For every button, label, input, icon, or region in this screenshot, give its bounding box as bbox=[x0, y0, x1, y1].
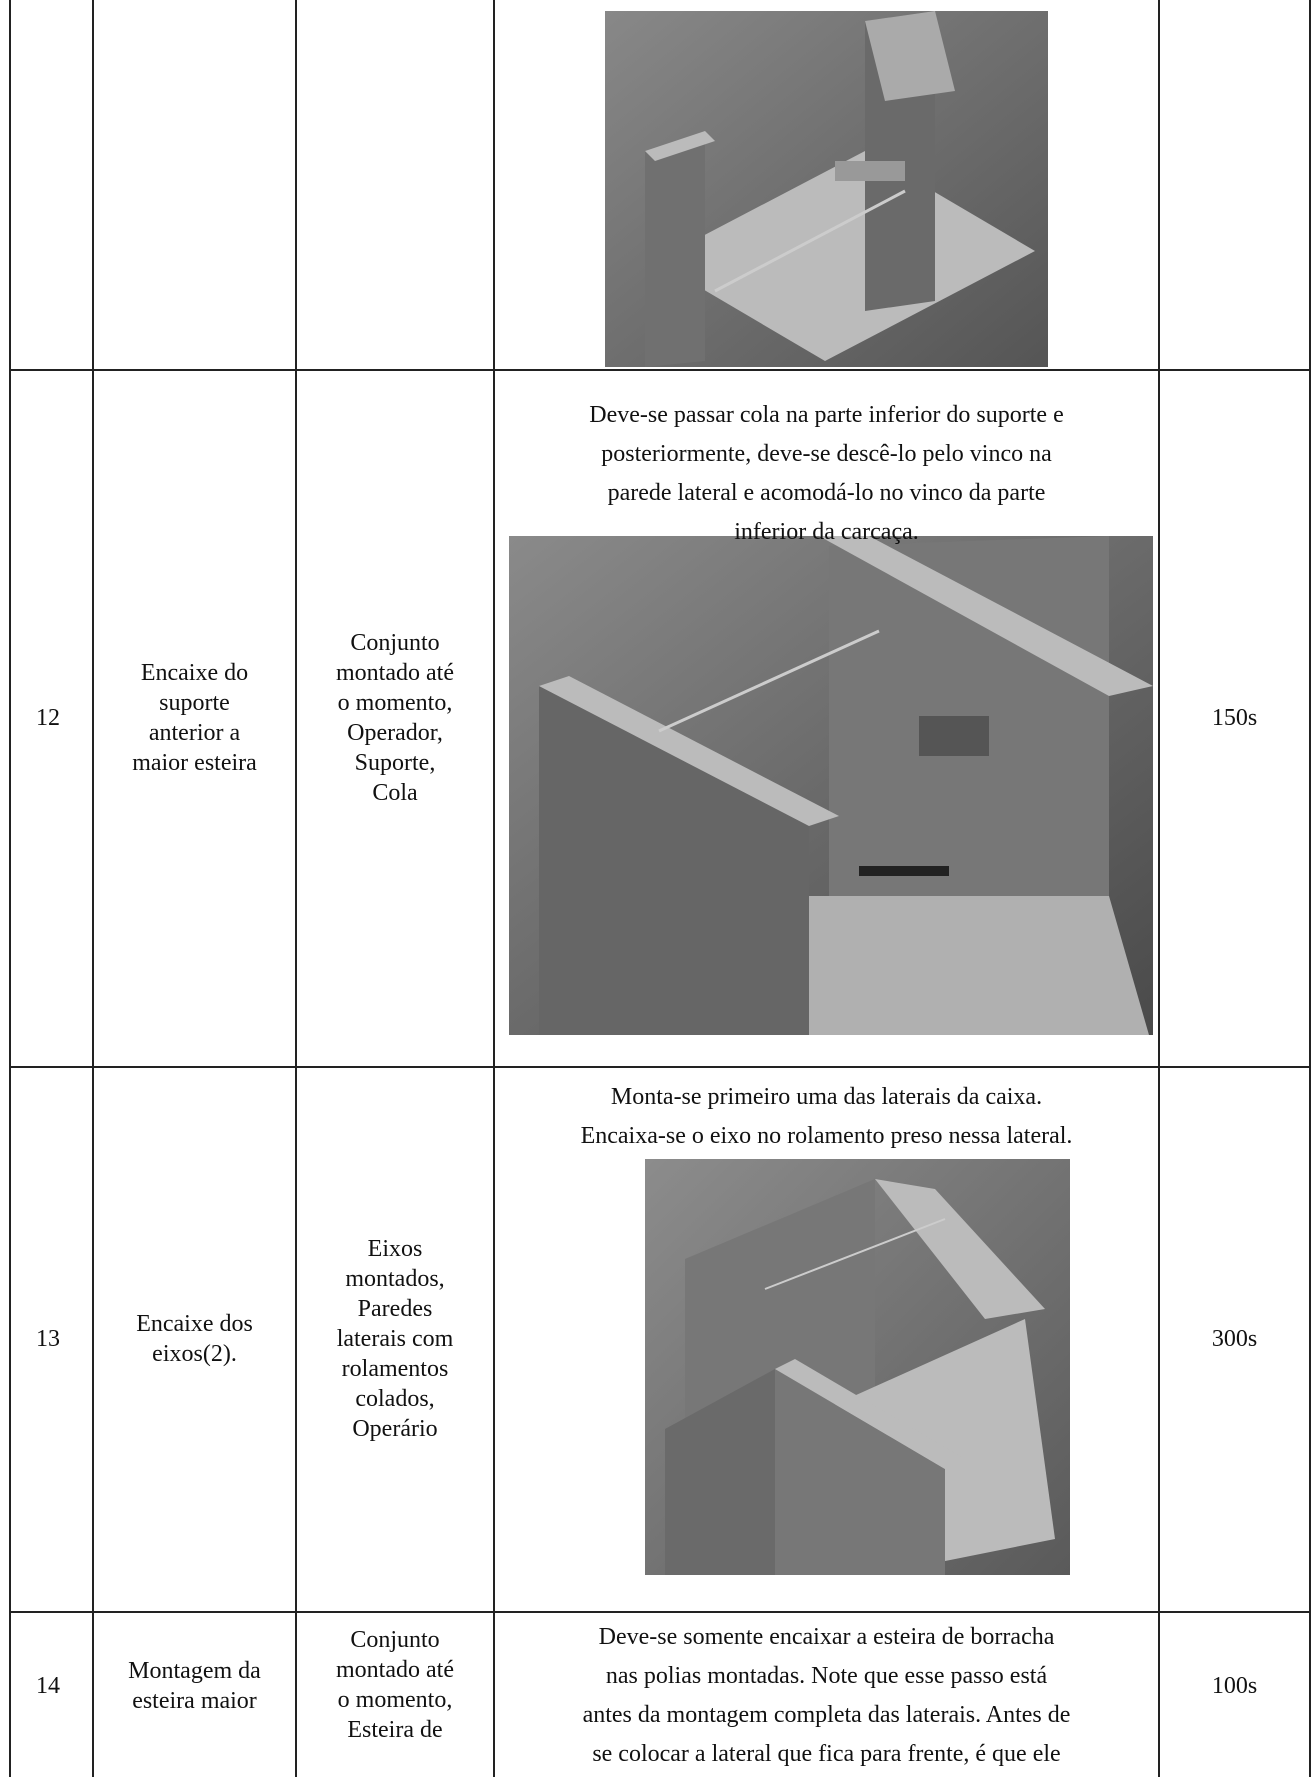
resources-text: Eixos bbox=[367, 1235, 423, 1262]
resources-text: Operário bbox=[352, 1415, 438, 1442]
description-line: se colocar a lateral que fica para frent… bbox=[592, 1741, 1061, 1767]
step-text: suporte bbox=[159, 689, 230, 716]
cad-image bbox=[645, 1159, 1070, 1575]
time-cell: 100s bbox=[1160, 1611, 1309, 1761]
resources-text: Paredes bbox=[357, 1295, 433, 1322]
border bbox=[92, 0, 94, 1777]
step-cell: Montagem da esteira maior bbox=[94, 1611, 295, 1761]
description: Deve-se passar cola na parte inferior do… bbox=[495, 396, 1158, 552]
time-cell: 150s bbox=[1160, 369, 1309, 1066]
number-cell: 12 bbox=[11, 369, 92, 1066]
resources-cell: Conjunto montado até o momento, Esteira de bbox=[297, 1611, 493, 1775]
border bbox=[9, 1611, 1310, 1613]
number-cell: 13 bbox=[11, 1066, 92, 1611]
border bbox=[493, 0, 495, 1777]
time-cell: 300s bbox=[1160, 1066, 1309, 1611]
step-number: 14 bbox=[36, 1673, 60, 1699]
resources-text: laterais com bbox=[336, 1325, 454, 1352]
resources-text: Operador, bbox=[347, 719, 443, 746]
resources-text: Suporte, bbox=[354, 749, 436, 776]
description: Deve-se somente encaixar a esteira de bo… bbox=[495, 1618, 1158, 1774]
resources-text: o momento, bbox=[337, 689, 453, 716]
border bbox=[295, 0, 297, 1777]
resources-cell: Eixos montados, Paredes laterais com rolamen… bbox=[297, 1066, 493, 1611]
resources-text: colados, bbox=[355, 1385, 435, 1412]
step-number: 13 bbox=[36, 1325, 60, 1352]
time: 150s bbox=[1211, 704, 1258, 731]
description-line: inferior da carcaça. bbox=[734, 519, 919, 545]
step-cell: Encaixe do suporte anterior a maior esteira bbox=[94, 369, 295, 1066]
step-text: Encaixe dos bbox=[136, 1310, 253, 1337]
description-line: nas polias montadas. Note que esse passo… bbox=[605, 1663, 1048, 1689]
description: Monta-se primeiro uma das laterais da ca… bbox=[495, 1078, 1158, 1156]
description-line: Deve-se passar cola na parte inferior do… bbox=[589, 402, 1064, 428]
time: 300s bbox=[1211, 1325, 1258, 1352]
resources-text: Conjunto bbox=[350, 629, 440, 656]
step-text: Montagem da bbox=[128, 1658, 261, 1684]
resources-text: montado até bbox=[336, 1657, 454, 1683]
time: 100s bbox=[1211, 1673, 1258, 1699]
cad-image bbox=[605, 11, 1048, 367]
step-text: eixos(2). bbox=[152, 1340, 237, 1367]
border bbox=[9, 1066, 1310, 1068]
border bbox=[9, 0, 11, 1777]
resources-text: Cola bbox=[372, 779, 418, 806]
step-text: Encaixe do bbox=[140, 659, 249, 686]
resources-cell: Conjunto montado até o momento, Operador, Su… bbox=[297, 369, 493, 1066]
description-line: posteriormente, deve-se descê-lo pelo vi… bbox=[601, 441, 1052, 467]
border bbox=[1309, 0, 1311, 1777]
step-text: esteira maior bbox=[132, 1688, 257, 1714]
resources-text: montado até bbox=[336, 659, 454, 686]
border bbox=[1158, 0, 1160, 1777]
cad-image bbox=[509, 536, 1153, 1035]
description-line: Encaixa-se o eixo no rolamento preso nes… bbox=[580, 1123, 1073, 1149]
description-line: parede lateral e acomodá-lo no vinco da … bbox=[607, 480, 1046, 506]
description-line: Monta-se primeiro uma das laterais da ca… bbox=[610, 1084, 1043, 1110]
border bbox=[9, 369, 1310, 371]
resources-text: Esteira de bbox=[347, 1717, 443, 1743]
description-line: Deve-se somente encaixar a esteira de bo… bbox=[598, 1624, 1055, 1650]
resources-text: Conjunto bbox=[350, 1627, 440, 1653]
resources-text: o momento, bbox=[337, 1687, 453, 1713]
resources-text: montados, bbox=[345, 1265, 445, 1292]
description-line: antes da montagem completa das laterais.… bbox=[582, 1702, 1071, 1728]
resources-text: rolamentos bbox=[341, 1355, 449, 1382]
step-text: maior esteira bbox=[132, 749, 257, 776]
step-cell: Encaixe dos eixos(2). bbox=[94, 1066, 295, 1611]
step-number: 12 bbox=[36, 704, 60, 731]
step-text: anterior a bbox=[148, 719, 241, 746]
number-cell: 14 bbox=[11, 1611, 92, 1761]
